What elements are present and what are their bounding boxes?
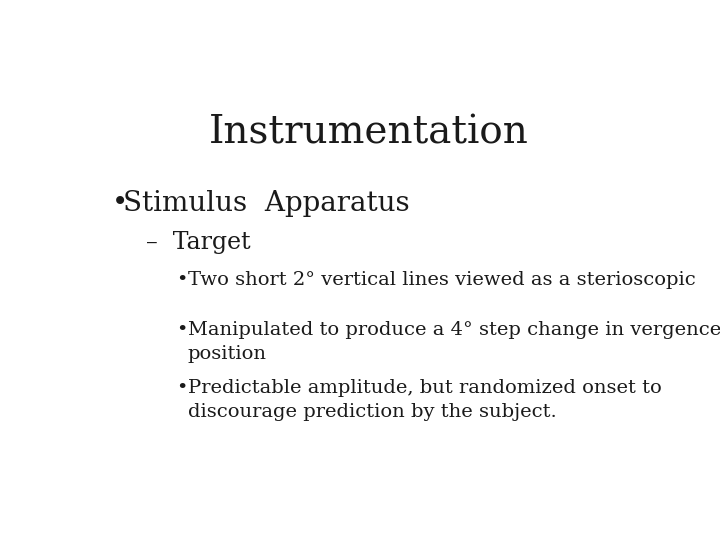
Text: •: •	[176, 379, 188, 397]
Text: Stimulus  Apparatus: Stimulus Apparatus	[124, 190, 410, 217]
Text: –  Target: – Target	[145, 231, 251, 254]
Text: Instrumentation: Instrumentation	[209, 114, 529, 152]
Text: Manipulated to produce a 4° step change in vergence
position: Manipulated to produce a 4° step change …	[188, 321, 720, 363]
Text: •: •	[176, 321, 188, 339]
Text: •: •	[112, 190, 129, 217]
Text: Two short 2° vertical lines viewed as a sterioscopic: Two short 2° vertical lines viewed as a …	[188, 271, 696, 288]
Text: Predictable amplitude, but randomized onset to
discourage prediction by the subj: Predictable amplitude, but randomized on…	[188, 379, 662, 421]
Text: •: •	[176, 271, 188, 288]
